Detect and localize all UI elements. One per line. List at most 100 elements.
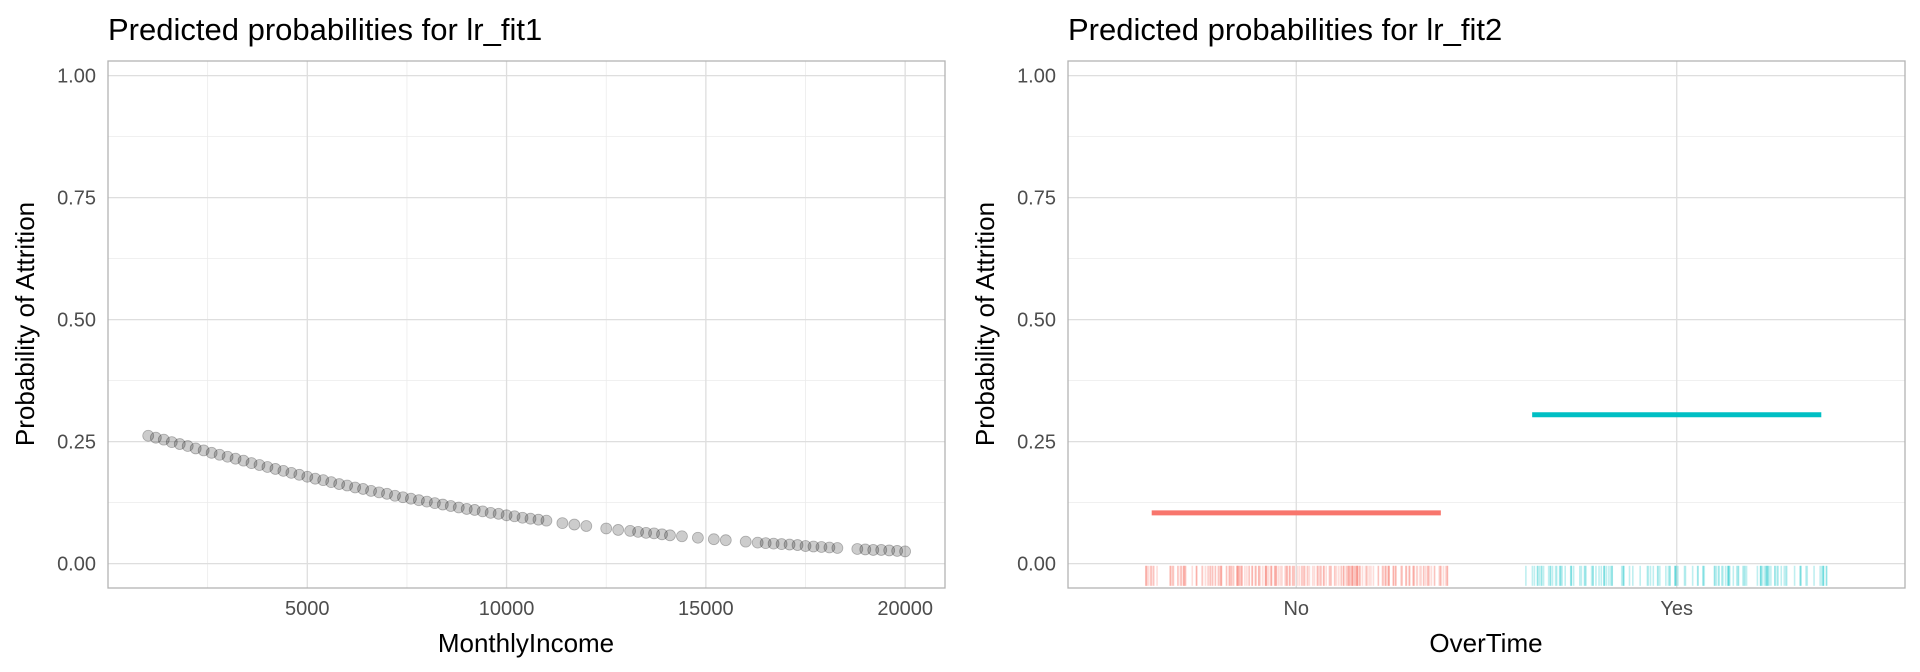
y-tick-label: 1.00 (1017, 66, 1056, 88)
data-point (899, 545, 912, 558)
panel-lr-fit2: Predicted probabilities for lr_fit2 0.00… (970, 12, 1906, 658)
y-tick-label: 0.50 (1017, 310, 1056, 332)
data-point (656, 528, 668, 541)
data-point (229, 452, 242, 465)
data-point (612, 524, 625, 536)
x-tick-labels-2: No Yes (1283, 598, 1693, 620)
data-point (301, 470, 314, 483)
data-point (648, 527, 660, 540)
data-point (775, 538, 788, 550)
data-point (524, 512, 537, 525)
y-tick-label: 0.75 (1017, 188, 1056, 210)
data-point (568, 518, 581, 531)
data-point (277, 464, 290, 477)
data-point (269, 463, 282, 475)
x-tick-label: No (1283, 598, 1309, 620)
data-point (397, 491, 409, 504)
data-point (293, 468, 306, 481)
data-point (739, 535, 752, 548)
data-point (333, 478, 346, 490)
data-point (142, 429, 155, 442)
probability-lines-2 (1151, 412, 1822, 516)
data-point (349, 481, 362, 494)
data-point (600, 522, 613, 535)
data-point (205, 446, 218, 459)
data-point (640, 526, 652, 539)
data-point (719, 534, 732, 547)
y-tick-labels-2: 0.00 0.25 0.50 0.75 1.00 (1017, 66, 1056, 576)
data-point (759, 537, 772, 550)
y-axis-label-2: Probability of Attrition (970, 202, 1000, 446)
data-point (484, 506, 497, 519)
data-point (516, 511, 529, 524)
data-point (891, 545, 904, 557)
data-point (221, 450, 234, 463)
plot-border-2 (1067, 60, 1906, 589)
x-tick-label: Yes (1660, 598, 1693, 620)
data-point (883, 544, 896, 557)
data-point (341, 479, 354, 492)
data-point (389, 489, 401, 502)
data-point (149, 431, 162, 444)
y-tick-label: 0.00 (57, 554, 96, 576)
data-point (500, 509, 513, 522)
data-point (452, 501, 465, 514)
data-point (532, 513, 545, 526)
panel-lr-fit1: Predicted probabilities for lr_fit1 0.00… (10, 12, 946, 658)
data-point (444, 500, 457, 512)
data-point (492, 507, 505, 520)
y-tick-label: 0.50 (57, 310, 96, 332)
data-point (508, 510, 521, 523)
data-point (783, 538, 796, 551)
data-point (181, 440, 194, 452)
y-tick-label: 1.00 (57, 66, 96, 88)
data-point (285, 466, 298, 479)
data-point (624, 525, 637, 537)
data-point (767, 537, 780, 550)
data-point (676, 530, 688, 543)
data-point (851, 543, 864, 555)
data-point (476, 505, 489, 518)
data-point (751, 536, 764, 549)
data-point (707, 533, 720, 546)
data-point (799, 540, 812, 552)
data-point (815, 541, 828, 553)
data-point (556, 517, 569, 530)
rug-marks-2 (1144, 565, 1828, 586)
data-point (173, 438, 186, 450)
y-tick-label: 0.00 (1017, 554, 1056, 576)
data-point (436, 498, 449, 511)
data-point (157, 433, 170, 446)
data-point (691, 531, 704, 544)
x-axis-label-2: OverTime (1429, 628, 1542, 658)
data-point (831, 542, 844, 554)
x-axis-label-1: MonthlyIncome (438, 628, 614, 658)
data-point (875, 544, 888, 556)
x-tick-label: 10000 (479, 598, 535, 620)
data-point (807, 540, 820, 553)
data-point (859, 543, 872, 556)
data-point (357, 483, 369, 495)
x-tick-labels-1: 5000 10000 15000 20000 (285, 598, 933, 620)
plot-border-1 (107, 60, 946, 589)
data-point (632, 525, 644, 538)
data-point (165, 436, 178, 448)
data-point (823, 541, 836, 554)
data-point (309, 472, 322, 485)
data-point (253, 459, 266, 471)
data-point (197, 444, 210, 457)
grid-2 (1068, 61, 1905, 588)
data-point (540, 514, 553, 527)
data-point (189, 442, 202, 455)
y-tick-label: 0.75 (57, 188, 96, 210)
data-point (213, 448, 226, 461)
x-tick-label: 15000 (678, 598, 734, 620)
y-axis-label-1: Probability of Attrition (10, 202, 40, 446)
data-point (325, 476, 338, 489)
x-tick-label: 5000 (285, 598, 330, 620)
chart-title-2: Predicted probabilities for lr_fit2 (1068, 12, 1502, 47)
data-point (405, 492, 417, 505)
data-point (460, 503, 473, 515)
data-point (261, 461, 274, 473)
